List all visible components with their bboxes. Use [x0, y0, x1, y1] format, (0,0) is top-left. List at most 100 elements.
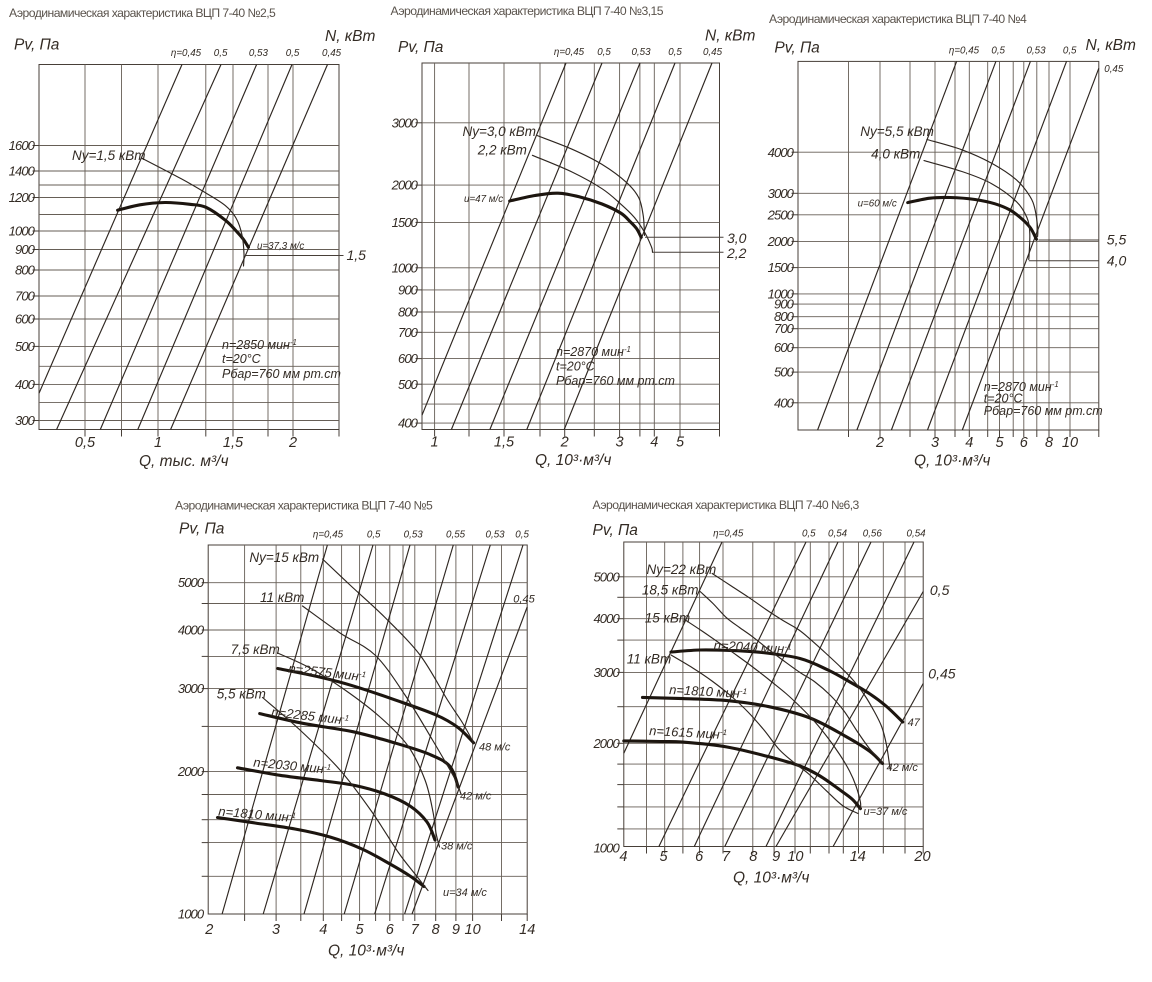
svg-text:700: 700: [774, 321, 795, 336]
svg-text:1,5: 1,5: [494, 435, 515, 451]
svg-text:N, кВт: N, кВт: [705, 28, 755, 45]
svg-text:1000: 1000: [9, 224, 36, 239]
svg-text:800: 800: [15, 263, 36, 278]
svg-text:1500: 1500: [768, 260, 795, 275]
svg-text:2: 2: [288, 435, 297, 451]
svg-text:8: 8: [1045, 435, 1053, 451]
svg-text:900: 900: [15, 242, 36, 257]
svg-text:3000: 3000: [768, 186, 795, 201]
svg-text:9: 9: [452, 922, 460, 938]
svg-text:Рбар=760 мм рт.ст: Рбар=760 мм рт.ст: [556, 374, 675, 388]
svg-text:600: 600: [398, 351, 419, 366]
svg-text:20: 20: [913, 849, 930, 865]
svg-text:700: 700: [398, 325, 419, 340]
svg-text:47: 47: [908, 717, 921, 729]
svg-text:14: 14: [519, 922, 535, 938]
svg-text:1000: 1000: [768, 286, 795, 301]
svg-text:Pv, Па: Pv, Па: [179, 521, 225, 538]
svg-text:0,5: 0,5: [214, 48, 228, 59]
svg-text:4000: 4000: [593, 611, 620, 626]
svg-text:15 кВт: 15 кВт: [645, 611, 690, 626]
svg-text:n=2870 мин-1: n=2870 мин-1: [984, 380, 1059, 395]
svg-text:0,56: 0,56: [863, 529, 883, 540]
svg-text:900: 900: [774, 297, 795, 312]
svg-text:Ny=3,0 кВт: Ny=3,0 кВт: [463, 124, 537, 139]
svg-text:Pv, Па: Pv, Па: [774, 40, 820, 57]
svg-text:n=2850 мин-1: n=2850 мин-1: [222, 338, 297, 353]
svg-text:t=20°C: t=20°C: [984, 392, 1024, 406]
svg-text:800: 800: [398, 305, 419, 320]
svg-text:0,5: 0,5: [668, 47, 682, 58]
svg-text:n=2040 мин-1: n=2040 мин-1: [713, 638, 792, 657]
svg-text:0,5: 0,5: [75, 435, 96, 451]
svg-text:N, кВт: N, кВт: [1086, 37, 1136, 54]
svg-text:Аэродинамическая характеристик: Аэродинамическая характеристика ВЦП 7-40…: [175, 499, 433, 513]
svg-text:4: 4: [319, 922, 327, 938]
svg-text:1: 1: [154, 435, 162, 451]
svg-text:Pv, Па: Pv, Па: [14, 37, 60, 54]
svg-text:400: 400: [398, 416, 419, 431]
svg-text:0,53: 0,53: [404, 530, 424, 541]
svg-text:n=1615 мин-1: n=1615 мин-1: [649, 723, 728, 742]
svg-text:7: 7: [411, 922, 420, 938]
svg-text:1000: 1000: [392, 260, 419, 275]
svg-text:Аэродинамическая характеристик: Аэродинамическая характеристика ВЦП 7-40…: [593, 498, 860, 512]
svg-text:t=20°C: t=20°C: [222, 352, 262, 366]
svg-text:Pv, Па: Pv, Па: [398, 39, 444, 56]
svg-text:Q, 10³·м³/ч: Q, 10³·м³/ч: [328, 943, 404, 960]
svg-text:800: 800: [774, 309, 795, 324]
svg-text:3: 3: [616, 435, 624, 451]
svg-text:t=20°C: t=20°C: [556, 360, 596, 374]
svg-text:2000: 2000: [767, 234, 795, 249]
svg-text:0,45: 0,45: [513, 594, 535, 606]
svg-text:500: 500: [398, 377, 419, 392]
svg-text:4: 4: [619, 849, 627, 865]
svg-text:0,54: 0,54: [907, 529, 927, 540]
svg-text:0,5: 0,5: [515, 530, 529, 541]
svg-text:0,5: 0,5: [991, 46, 1005, 57]
svg-text:3000: 3000: [178, 681, 205, 696]
svg-text:42 м/с: 42 м/с: [887, 762, 919, 774]
svg-text:2000: 2000: [592, 736, 620, 751]
svg-text:0,5: 0,5: [802, 529, 816, 540]
svg-text:400: 400: [774, 395, 795, 410]
svg-text:3000: 3000: [593, 665, 620, 680]
svg-text:3000: 3000: [392, 115, 419, 130]
svg-text:600: 600: [774, 340, 795, 355]
svg-text:Аэродинамическая характеристик: Аэродинамическая характеристика ВЦП 7-40…: [769, 12, 1027, 26]
svg-text:Q, 10³·м³/ч: Q, 10³·м³/ч: [535, 452, 611, 469]
svg-text:2: 2: [204, 922, 213, 938]
svg-text:6: 6: [386, 922, 395, 938]
svg-text:Ny=22 кВт: Ny=22 кВт: [647, 562, 717, 577]
svg-text:4: 4: [650, 435, 658, 451]
svg-text:η=0,45: η=0,45: [171, 48, 202, 59]
svg-text:η=0,45: η=0,45: [713, 529, 744, 540]
svg-text:0,5: 0,5: [597, 47, 611, 58]
svg-text:0,5: 0,5: [930, 582, 950, 598]
svg-text:5,5 кВт: 5,5 кВт: [217, 687, 266, 702]
svg-text:2,2 кВт: 2,2 кВт: [477, 143, 527, 158]
svg-text:0,5: 0,5: [286, 48, 300, 59]
svg-text:1,5: 1,5: [223, 435, 244, 451]
svg-text:1500: 1500: [392, 215, 419, 230]
svg-text:Рбар=760 мм рт.ст: Рбар=760 мм рт.ст: [984, 404, 1103, 418]
svg-text:11 кВт: 11 кВт: [260, 590, 304, 605]
svg-text:900: 900: [398, 282, 419, 297]
svg-text:4,0 кВт: 4,0 кВт: [871, 147, 920, 162]
svg-text:400: 400: [15, 377, 36, 392]
svg-text:1,5: 1,5: [347, 247, 367, 263]
svg-text:1600: 1600: [9, 138, 36, 153]
svg-text:Q, 10³·м³/ч: Q, 10³·м³/ч: [914, 453, 990, 470]
svg-text:0,54: 0,54: [828, 529, 848, 540]
svg-text:u=47 м/с: u=47 м/с: [464, 194, 503, 205]
svg-text:300: 300: [15, 413, 36, 428]
svg-text:0,5: 0,5: [1063, 46, 1077, 57]
svg-text:η=0,45: η=0,45: [949, 46, 980, 57]
svg-text:6: 6: [695, 849, 704, 865]
svg-text:5000: 5000: [178, 575, 205, 590]
svg-text:5: 5: [356, 922, 365, 938]
svg-text:u=60 м/с: u=60 м/с: [858, 199, 897, 210]
svg-text:n=2030 мин-1: n=2030 мин-1: [253, 755, 332, 777]
svg-text:η=0,45: η=0,45: [313, 530, 344, 541]
svg-text:u=34 м/с: u=34 м/с: [443, 887, 487, 899]
